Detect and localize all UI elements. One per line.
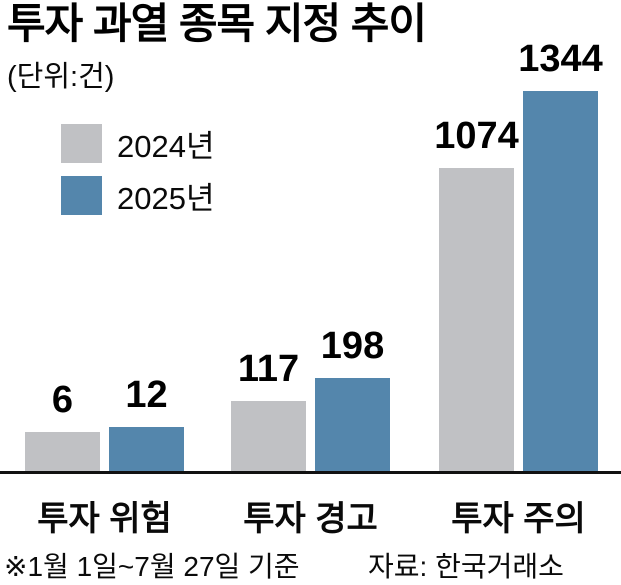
category-label-caution: 투자 주의 [399, 491, 621, 540]
bar-2025-caution [523, 91, 598, 471]
legend-item-2024: 2024년 [61, 123, 214, 163]
bar-2025-risk [109, 427, 184, 471]
x-axis-line [0, 471, 621, 474]
legend-item-2025: 2025년 [61, 175, 214, 215]
value-label-2025-caution: 1344 [478, 40, 621, 78]
bar-2024-caution [439, 168, 514, 471]
unit-label: (단위:건) [7, 53, 114, 95]
category-label-warning: 투자 경고 [191, 491, 431, 540]
bar-2025-warning [315, 378, 390, 471]
source-credit: 자료: 한국거래소 [368, 545, 564, 585]
legend-swatch-2025-icon [61, 176, 102, 215]
legend-swatch-2024-icon [61, 124, 102, 163]
legend-label-2025: 2025년 [117, 173, 214, 218]
bar-2024-risk [25, 432, 100, 471]
bar-2024-warning [231, 401, 306, 471]
value-label-2025-warning: 198 [270, 327, 435, 365]
footer-row: ※1월 1일~7월 27일 기준 자료: 한국거래소 [0, 545, 621, 578]
legend-label-2024: 2024년 [117, 121, 214, 166]
chart-title: 투자 과열 종목 지정 추이 [7, 0, 426, 47]
footnote: ※1월 1일~7월 27일 기준 [4, 545, 300, 585]
